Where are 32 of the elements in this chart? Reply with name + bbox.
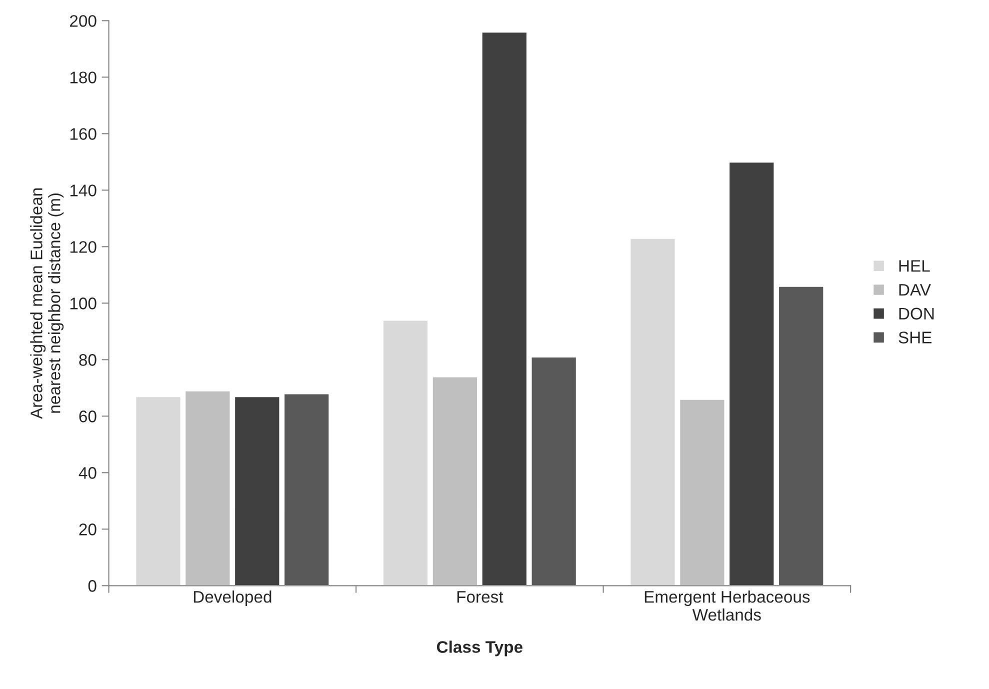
y-tick-label: 100 <box>70 298 96 310</box>
bar <box>728 161 776 586</box>
bar <box>382 319 429 586</box>
bar <box>134 396 182 586</box>
x-tick-label: Emergent Herbaceous Wetlands <box>644 590 810 621</box>
legend-label: HEL <box>899 260 930 272</box>
y-tick-label: 200 <box>70 15 96 27</box>
legend-label: DON <box>899 308 934 320</box>
bar <box>283 392 330 586</box>
bar <box>629 237 676 586</box>
bar <box>480 31 528 586</box>
x-axis-title: Class Type <box>436 640 522 656</box>
y-tick-label: 60 <box>79 410 96 422</box>
legend-label: SHE <box>898 332 932 344</box>
y-tick-label: 80 <box>79 354 96 366</box>
y-tick-label: 40 <box>78 467 96 479</box>
bar <box>778 286 825 586</box>
bar <box>432 376 478 586</box>
legend-label: DAV <box>899 284 931 296</box>
y-axis-title: Area-weighted mean Euclidean nearest neighbor distance (m) <box>30 188 64 419</box>
y-tick-label: 20 <box>79 524 96 536</box>
bar <box>184 390 232 586</box>
y-tick-label: 120 <box>70 241 96 253</box>
x-tick-label: Forest <box>457 591 504 603</box>
y-tick-label: 0 <box>88 580 96 592</box>
y-tick-label: 160 <box>70 128 96 140</box>
y-tick-label: 180 <box>70 72 96 84</box>
bar <box>530 356 578 586</box>
x-tick-label: Developed <box>194 590 272 606</box>
y-tick-label: 140 <box>70 184 96 196</box>
bar <box>678 398 726 586</box>
bar <box>234 396 281 586</box>
